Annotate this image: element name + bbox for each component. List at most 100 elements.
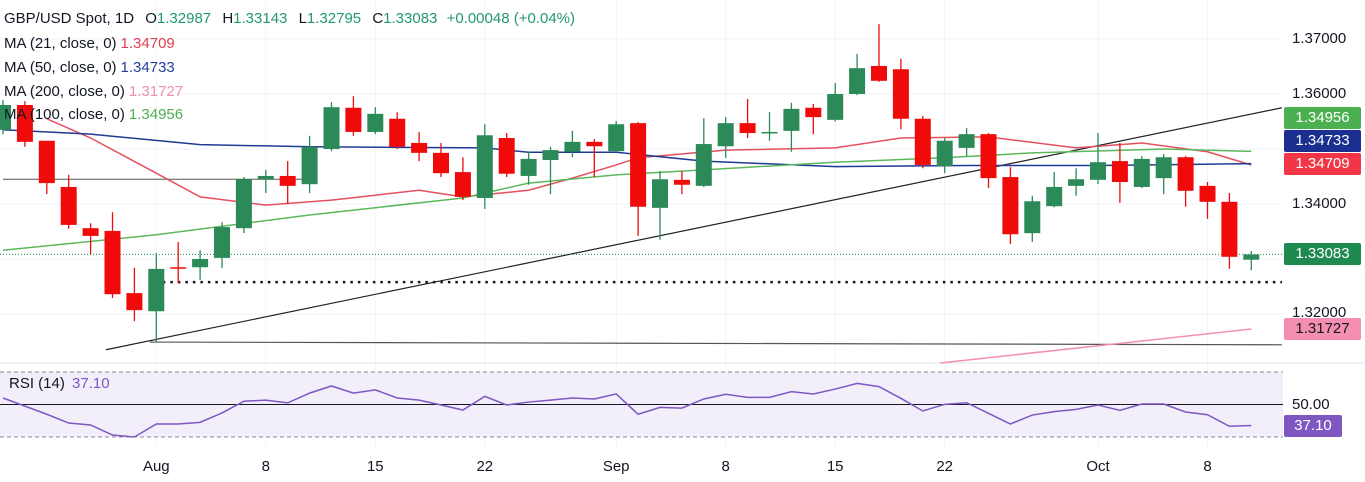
candle-body <box>673 179 690 185</box>
ma50-price-tag: 1.34733 <box>1284 130 1361 152</box>
price-tick: 1.37000 <box>1292 30 1347 47</box>
symbol-legend: GBP/USD Spot, 1D O1.32987 H1.33143 L1.32… <box>4 10 575 28</box>
close-label: C <box>372 10 384 27</box>
ma50-legend[interactable]: MA (50, close, 0) 1.34733 <box>4 59 175 77</box>
ma100-value: 1.34956 <box>128 106 184 123</box>
candle-body <box>980 134 997 179</box>
ma21-label: MA (21, close, 0) <box>4 35 117 52</box>
candle-body <box>652 179 668 208</box>
candle-body <box>695 144 712 186</box>
candle-body <box>0 105 11 130</box>
price-tick: 1.34000 <box>1292 195 1347 212</box>
candle-body <box>214 227 230 258</box>
rsi-line <box>2 382 1252 438</box>
ma50-label: MA (50, close, 0) <box>4 59 117 76</box>
time-axis-label: 22 <box>936 458 954 475</box>
candle-body <box>279 175 296 186</box>
candle-body <box>1133 158 1150 187</box>
candle-body <box>1024 201 1041 234</box>
open-label: O <box>145 10 157 27</box>
candle-body <box>104 230 121 295</box>
candle-body <box>257 175 274 180</box>
candle-body <box>323 107 340 149</box>
rsi-tick: 50.00 <box>1292 396 1330 413</box>
high-label: H <box>222 10 234 27</box>
candle-body <box>1155 157 1172 179</box>
candle-body <box>301 146 318 185</box>
time-axis-label: 15 <box>366 458 384 475</box>
ma200-legend[interactable]: MA (200, close, 0) 1.31727 <box>4 83 183 101</box>
candle-body <box>476 135 493 198</box>
time-axis-label: 22 <box>476 458 494 475</box>
candle-body <box>1046 186 1063 207</box>
ma100-label: MA (100, close, 0) <box>4 106 125 123</box>
high-value: 1.33143 <box>233 10 288 27</box>
candle-body <box>82 228 99 236</box>
candle-body <box>914 118 931 165</box>
ma100-price-tag: 1.34956 <box>1284 107 1361 129</box>
base-line <box>149 341 1282 346</box>
candle-body <box>783 108 800 131</box>
ma100-legend[interactable]: MA (100, close, 0) 1.34956 <box>4 106 183 124</box>
candle-body <box>16 105 33 142</box>
candle-body <box>498 138 515 174</box>
time-axis-label: Sep <box>602 458 630 475</box>
time-axis-label: 3 <box>0 458 1 475</box>
candle-body <box>1002 177 1019 235</box>
candle-body <box>1111 161 1128 182</box>
rsi-label: RSI (14) <box>9 375 65 392</box>
time-axis-label: 15 <box>826 458 844 475</box>
candle-body <box>564 141 581 152</box>
candle-body <box>630 123 647 207</box>
moving-average-line-0 <box>46 118 1252 206</box>
candle-body <box>849 68 866 94</box>
candle-body <box>761 131 778 134</box>
candle-body <box>892 69 909 119</box>
symbol-title: GBP/USD Spot, 1D <box>4 10 135 27</box>
time-axis-label: 8 <box>261 458 270 475</box>
ma50-value: 1.34733 <box>120 59 175 76</box>
last-price-tag: 1.33083 <box>1284 243 1361 265</box>
candle-body <box>367 113 384 132</box>
candle-body <box>1199 185 1216 202</box>
candle-body <box>389 118 406 147</box>
candle-body <box>433 152 449 174</box>
candle-body <box>411 142 428 153</box>
time-axis-label: Oct <box>1086 458 1110 475</box>
candle-body <box>717 123 734 147</box>
candle-body <box>1090 162 1106 180</box>
ma21-legend[interactable]: MA (21, close, 0) 1.34709 <box>4 35 175 53</box>
low-label: L <box>298 10 307 27</box>
candle-body <box>454 172 471 197</box>
candle-body <box>936 140 953 167</box>
rsi-legend[interactable]: RSI (14) 37.10 <box>9 375 110 392</box>
time-axis-label: 8 <box>1203 458 1212 475</box>
candle-body <box>192 259 209 268</box>
rsi-value: 37.10 <box>72 375 110 392</box>
time-axis-label: Aug <box>142 458 170 475</box>
ma21-value: 1.34709 <box>120 35 175 52</box>
candle-body <box>608 124 625 152</box>
candle-body <box>148 268 165 312</box>
candle-body <box>235 179 252 229</box>
candle-body <box>871 65 887 81</box>
candle-body <box>739 123 756 134</box>
price-tick: 1.36000 <box>1292 85 1347 102</box>
close-value: 1.33083 <box>383 10 438 27</box>
candle-body <box>60 186 77 225</box>
price-tick: 1.32000 <box>1292 304 1347 321</box>
candle-body <box>520 158 537 176</box>
candle-body <box>38 140 55 184</box>
candle-body <box>586 141 603 147</box>
candle-body <box>958 134 975 148</box>
ma21-price-tag: 1.34709 <box>1284 153 1361 175</box>
candle-body <box>1221 201 1238 257</box>
ma200-value: 1.31727 <box>128 83 184 100</box>
moving-average-line-2 <box>2 148 1252 251</box>
candle-body <box>345 107 362 132</box>
low-value: 1.32795 <box>306 10 362 27</box>
candle-body <box>827 94 844 120</box>
moving-average-line-3 <box>940 328 1252 364</box>
candle-body <box>1243 254 1260 260</box>
